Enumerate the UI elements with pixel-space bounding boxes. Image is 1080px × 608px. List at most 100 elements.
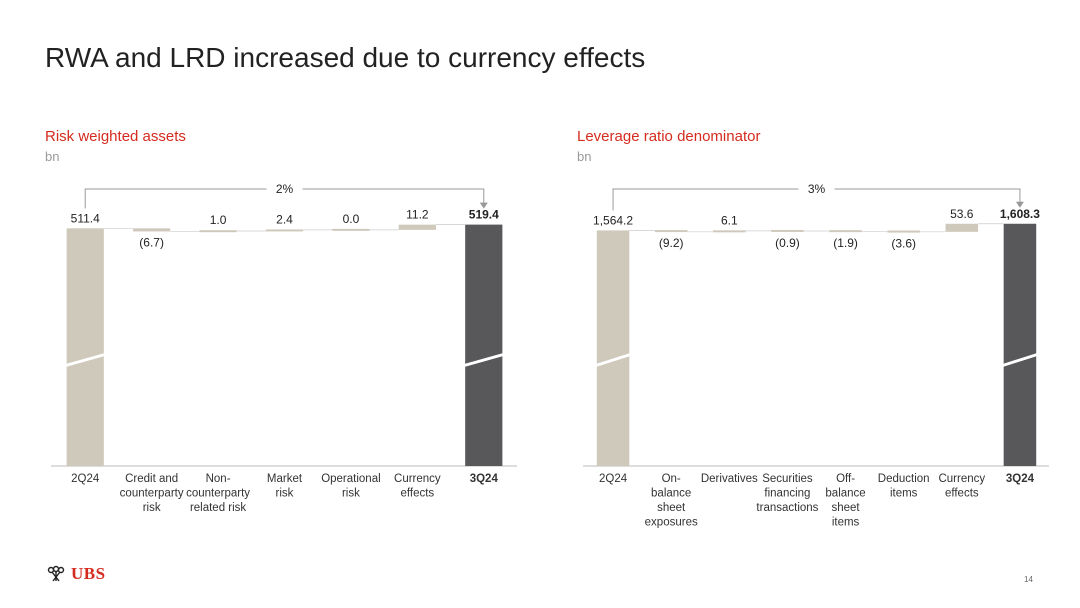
rwa-category-line-6-0: 3Q24 [470,473,499,485]
lrd-growth-label-bg [798,181,835,197]
lrd-growth-label: 3% [808,182,826,196]
rwa-category-label-0: 2Q24 [71,473,100,485]
lrd-value-label-1: (9.2) [659,236,684,250]
lrd-category-label-2: Derivatives [701,473,758,485]
rwa-value-label-1: (6.7) [139,235,164,249]
rwa-category-label-6: 3Q24 [470,473,499,485]
lrd-value-label-7: 1,608.3 [1000,207,1040,221]
lrd-category-line-4-3: items [832,517,860,529]
rwa-bar-1 [133,228,171,232]
lrd-bar-2 [713,230,746,233]
rwa-category-label-5: Currency effects [394,473,441,500]
rwa-category-line-5-1: effects [401,488,435,500]
lrd-category-line-4-1: balance [825,488,865,500]
ubs-logo: UBS [45,564,106,584]
rwa-axis-break-6 [464,353,504,367]
lrd-bar-4 [829,230,862,233]
lrd-bar-0 [596,230,630,466]
lrd-category-line-3-1: financing [764,488,810,500]
lrd-category-line-5-1: items [890,488,918,500]
lrd-axis-break-7 [1002,353,1038,367]
lrd-category-line-1-2: sheet [657,502,686,514]
lrd-category-line-2-0: Derivatives [701,473,758,485]
rwa-category-label-3: Market risk [267,473,303,500]
rwa-category-label-4: Operational risk [321,473,380,500]
lrd-category-line-3-2: transactions [756,502,818,514]
rwa-category-label-2: Non-counterparty related risk [186,473,250,514]
lrd-category-line-1-3: exposures [645,517,698,529]
lrd-category-label-7: 3Q24 [1006,473,1035,485]
lrd-chart-title: Leverage ratio denominator [577,128,761,145]
rwa-bar-6 [465,224,503,466]
rwa-value-label-3: 2.4 [276,212,293,226]
rwa-waterfall-chart: 511.4 2Q24 (6.7) Credit and counterparty risk… [51,181,517,514]
rwa-category-line-2-1: counterparty [186,488,250,500]
logo-text: UBS [71,564,106,583]
lrd-category-line-7-0: 3Q24 [1006,473,1035,485]
rwa-growth-label: 2% [276,182,294,196]
rwa-value-label-4: 0.0 [343,212,360,226]
rwa-bar-0 [66,228,104,466]
rwa-value-label-0: 511.4 [71,211,100,225]
lrd-value-label-2: 6.1 [721,213,738,227]
rwa-category-line-4-1: risk [342,488,360,500]
lrd-waterfall-chart: 1,564.2 2Q24 (9.2) On-balance sheet exposures… [583,181,1049,529]
lrd-category-line-4-0: Off- [836,473,855,485]
keys-icon [47,565,65,582]
lrd-value-label-5: (3.6) [891,237,916,251]
lrd-value-label-0: 1,564.2 [593,213,633,227]
lrd-category-line-3-0: Securities [762,473,813,485]
rwa-category-line-1-1: counterparty [120,488,184,500]
lrd-growth-arrow [1015,201,1024,208]
lrd-category-line-1-0: On- [662,473,681,485]
lrd-category-label-3: Securities financing transactions [756,473,818,514]
lrd-chart-panel: Leverage ratio denominator bn 1,564.2 2Q2… [577,128,1057,538]
lrd-category-line-6-1: effects [945,488,979,500]
rwa-category-line-5-0: Currency [394,473,441,485]
rwa-value-label-2: 1.0 [210,213,227,227]
lrd-value-label-3: (0.9) [775,236,800,250]
lrd-category-label-0: 2Q24 [599,473,628,485]
lrd-category-label-6: Currency effects [938,473,985,500]
lrd-category-line-6-0: Currency [938,473,985,485]
lrd-category-label-4: Off-balance sheet items [825,473,865,529]
rwa-category-line-0-0: 2Q24 [71,473,100,485]
rwa-chart-panel: Risk weighted assets bn 511.4 2Q24 (6.7) Cr… [45,128,525,538]
lrd-chart-unit: bn [577,149,592,164]
lrd-bar-5 [887,230,920,233]
lrd-category-line-5-0: Deduction [878,473,930,485]
page-title: RWA and LRD increased due to currency ef… [45,42,646,73]
rwa-category-line-2-0: Non- [206,473,231,485]
lrd-axis-break-0 [595,353,631,367]
lrd-bar-7 [1003,223,1037,466]
lrd-category-line-0-0: 2Q24 [599,473,628,485]
rwa-bar-4 [332,228,370,231]
lrd-category-label-5: Deduction items [878,473,930,500]
rwa-category-line-3-0: Market [267,473,303,485]
lrd-value-label-6: 53.6 [950,207,974,221]
rwa-bar-2 [199,230,237,233]
rwa-growth-label-bg [266,181,303,197]
rwa-category-line-3-1: risk [276,488,294,500]
lrd-bar-6 [945,223,979,232]
rwa-value-label-6: 519.4 [469,208,499,222]
rwa-category-line-4-0: Operational [321,473,380,485]
rwa-axis-break-0 [65,353,105,367]
rwa-growth-arrow [479,202,488,209]
lrd-category-label-1: On-balance sheet exposures [645,473,698,529]
rwa-chart-unit: bn [45,149,60,164]
rwa-bar-5 [398,224,436,230]
lrd-category-line-1-1: balance [651,488,691,500]
rwa-chart-title: Risk weighted assets [45,128,186,145]
rwa-category-line-2-2: related risk [190,502,246,514]
rwa-category-line-1-2: risk [143,502,161,514]
rwa-value-label-5: 11.2 [406,208,429,222]
lrd-bar-3 [771,229,804,232]
rwa-bar-3 [265,229,304,232]
page-number: 14 [1024,575,1033,584]
rwa-category-label-1: Credit and counterparty risk [120,473,184,514]
rwa-category-line-1-0: Credit and [125,473,178,485]
lrd-category-line-4-2: sheet [831,502,860,514]
lrd-value-label-4: (1.9) [833,236,858,250]
lrd-bar-1 [654,230,688,233]
